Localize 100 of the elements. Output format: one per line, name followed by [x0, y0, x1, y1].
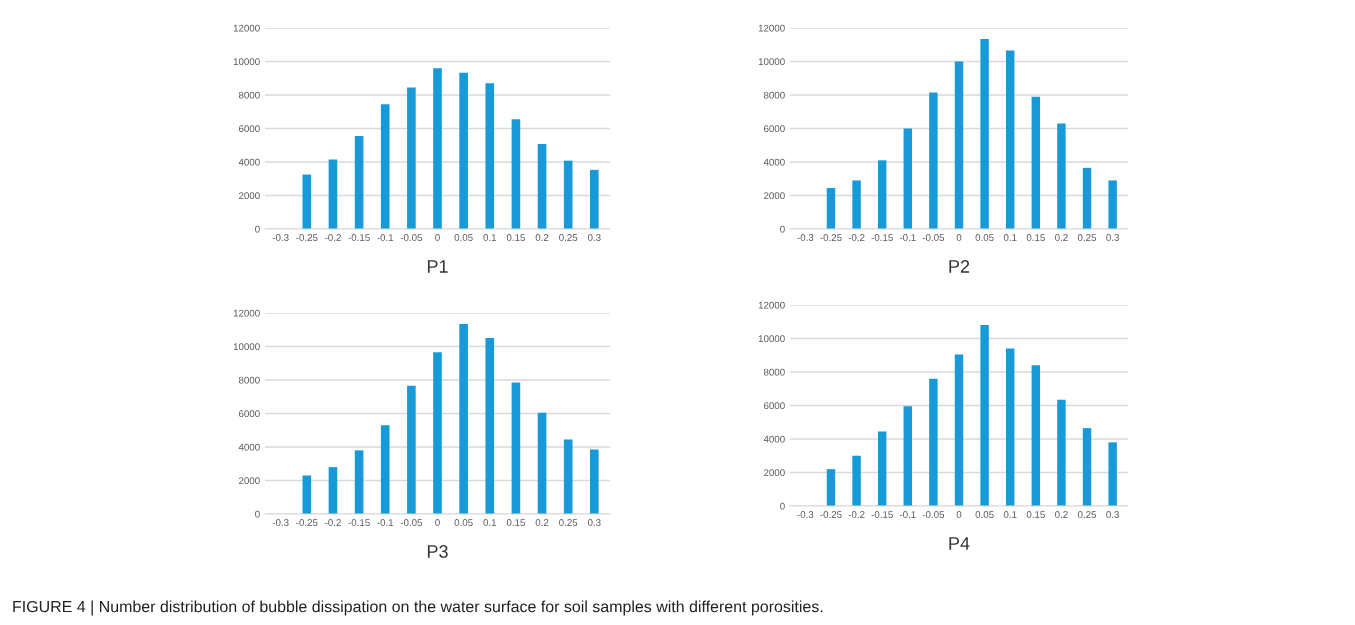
bar: [1082, 167, 1092, 229]
x-tick-label: 0.15: [1026, 511, 1045, 518]
bar: [903, 128, 913, 229]
x-tick-label: 0.3: [587, 234, 601, 241]
x-tick-label: -0.05: [400, 234, 423, 241]
x-axis-title: P3: [427, 545, 448, 558]
x-tick-label: -0.25: [296, 519, 318, 526]
x-tick-label: 0.1: [1003, 234, 1017, 241]
bar: [929, 378, 938, 506]
bar: [903, 406, 913, 506]
y-tick-label: 4000: [238, 158, 260, 166]
y-tick-label: 12000: [233, 309, 260, 317]
x-tick-label: 0.05: [454, 234, 473, 241]
x-tick-label: -0.15: [348, 519, 370, 526]
y-tick-label: 12000: [758, 24, 785, 32]
bar: [380, 104, 390, 229]
bar: [980, 325, 989, 506]
bar: [433, 68, 442, 229]
bar: [537, 412, 547, 514]
y-tick-label: 10000: [233, 343, 260, 351]
x-tick-label: -0.1: [377, 234, 394, 241]
bar: [1031, 96, 1041, 229]
bar: [407, 385, 416, 514]
x-tick-label: -0.15: [348, 234, 370, 241]
bar: [328, 159, 338, 229]
x-tick-label: -0.3: [797, 511, 814, 518]
y-tick-label: 2000: [239, 192, 260, 200]
bar: [590, 169, 599, 229]
y-tick-label: 12000: [233, 24, 260, 32]
y-tick-label: 12000: [758, 301, 785, 309]
bar: [954, 354, 964, 506]
x-tick-label: -0.25: [820, 234, 842, 241]
bar: [929, 92, 938, 229]
bar: [826, 469, 836, 506]
bar: [433, 352, 442, 514]
x-tick-label: 0: [956, 511, 962, 518]
x-tick-label: 0.25: [559, 234, 578, 241]
x-tick-label: 0.2: [535, 234, 549, 241]
bar: [380, 425, 390, 514]
x-tick-label: -0.1: [899, 234, 916, 241]
x-tick-label: 0.2: [535, 519, 549, 526]
y-tick-label: 0: [780, 502, 785, 510]
x-tick-label: -0.1: [899, 511, 916, 518]
x-tick-label: -0.3: [272, 234, 289, 241]
bar: [877, 431, 887, 506]
y-tick-label: 4000: [763, 158, 785, 166]
bar: [1005, 50, 1015, 229]
x-tick-label: 0.15: [506, 519, 525, 526]
x-tick-label: 0: [956, 234, 962, 241]
x-tick-label: -0.05: [400, 519, 423, 526]
bar: [354, 136, 364, 229]
x-axis-title: P1: [427, 260, 448, 273]
y-tick-label: 8000: [763, 368, 785, 376]
x-tick-label: 0: [435, 234, 440, 241]
y-tick-label: 10000: [233, 58, 260, 66]
y-tick-label: 0: [780, 225, 785, 233]
x-tick-label: 0.15: [506, 234, 525, 241]
y-tick-label: 4000: [763, 435, 785, 443]
x-tick-label: 0.25: [1077, 511, 1097, 518]
bar: [302, 475, 312, 514]
bar: [354, 450, 364, 514]
bar: [1031, 365, 1041, 506]
y-tick-label: 2000: [764, 469, 785, 477]
x-tick-label: 0.05: [975, 511, 994, 518]
bar: [563, 439, 573, 514]
bar: [328, 467, 338, 514]
bar: [485, 83, 495, 229]
bar: [954, 61, 964, 229]
bar: [302, 174, 312, 229]
x-tick-label: -0.2: [848, 511, 865, 518]
y-tick-label: 6000: [239, 125, 260, 133]
bar: [1057, 123, 1066, 229]
y-tick-label: 0: [255, 225, 260, 233]
bar: [459, 323, 468, 514]
bar: [1108, 442, 1117, 506]
x-tick-label: -0.15: [871, 234, 893, 241]
y-tick-label: 10000: [758, 335, 785, 343]
x-tick-label: -0.15: [871, 511, 893, 518]
bar: [877, 160, 887, 229]
x-tick-label: 0.25: [1077, 234, 1097, 241]
x-tick-label: 0.1: [483, 519, 497, 526]
bar: [1108, 180, 1117, 229]
x-tick-label: 0.3: [1106, 234, 1119, 241]
x-tick-label: -0.25: [820, 511, 842, 518]
x-tick-label: 0.05: [975, 234, 994, 241]
bar: [537, 143, 547, 229]
y-tick-label: 2000: [764, 192, 785, 200]
bar: [980, 38, 989, 229]
bar: [563, 160, 573, 229]
bar: [485, 338, 495, 514]
y-tick-label: 6000: [764, 402, 785, 410]
x-tick-label: -0.05: [922, 511, 945, 518]
x-tick-label: 0.1: [483, 234, 497, 241]
x-tick-label: -0.3: [272, 519, 289, 526]
x-tick-label: -0.3: [797, 234, 814, 241]
x-tick-label: 0.05: [454, 519, 473, 526]
x-tick-label: 0.2: [1055, 234, 1068, 241]
x-tick-label: 0.3: [587, 519, 601, 526]
x-tick-label: 0: [435, 519, 440, 526]
y-tick-label: 8000: [238, 91, 260, 99]
